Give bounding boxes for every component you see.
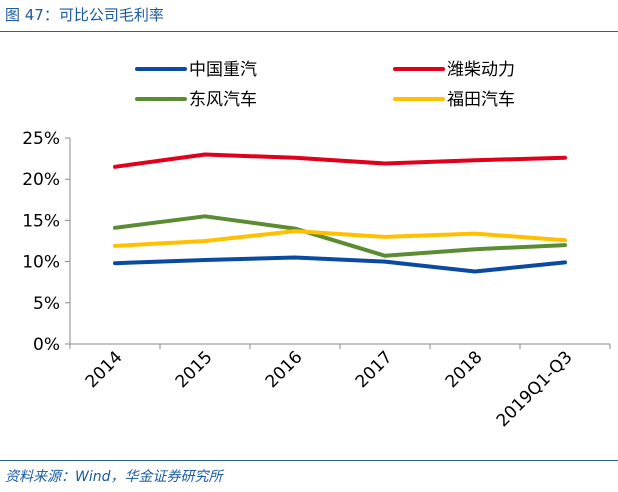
- x-tick-label: 2016: [262, 347, 307, 392]
- legend-label-4: 福田汽车: [447, 90, 515, 110]
- chart-series: [113, 152, 567, 274]
- chart-axes: 0% 5% 10% 15% 20% 25% 2014 2015 2016 2017 2018 2019…: [22, 129, 611, 431]
- legend-label-3: 东风汽车: [189, 90, 257, 110]
- legend-label-2: 潍柴动力: [447, 60, 515, 80]
- x-tick-label: 2018: [442, 347, 487, 392]
- title-rule: [0, 31, 618, 32]
- x-tick-label: 2019Q1-Q3: [493, 347, 577, 431]
- y-tick-label: 0%: [33, 335, 60, 355]
- x-tick-label: 2017: [352, 347, 397, 392]
- y-tick-label: 10%: [22, 253, 60, 273]
- y-tick-label: 5%: [33, 294, 60, 314]
- y-tick-label: 15%: [22, 211, 60, 231]
- series-line-2: [113, 152, 567, 169]
- series-line-1: [113, 255, 567, 274]
- x-tick-label: 2014: [82, 347, 127, 392]
- y-tick-label: 25%: [22, 129, 60, 149]
- series-line-4: [113, 229, 567, 248]
- series-line-3: [113, 214, 567, 258]
- figure-source: 资料来源：Wind，华金证券研究所: [5, 469, 223, 485]
- legend-label-1: 中国重汽: [189, 60, 257, 80]
- y-tick-label: 20%: [22, 170, 60, 190]
- figure-title: 图 47：可比公司毛利率: [5, 6, 164, 24]
- source-rule: [0, 460, 618, 461]
- x-tick-label: 2015: [172, 347, 217, 392]
